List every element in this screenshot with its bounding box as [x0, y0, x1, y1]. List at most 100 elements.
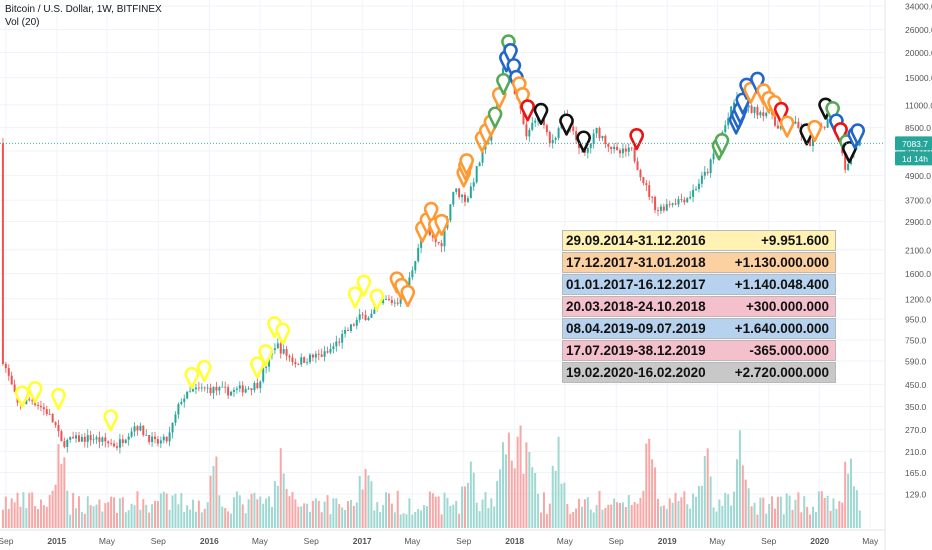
candle-body — [548, 131, 551, 144]
candle-body — [750, 105, 753, 113]
volume-bar — [113, 497, 116, 528]
legend-value: -365.000.000 — [749, 343, 829, 358]
volume-bar — [227, 511, 230, 528]
marker-red-icon — [520, 99, 535, 122]
candle-body — [823, 126, 826, 128]
candle-body — [308, 354, 311, 363]
volume-bar — [592, 512, 595, 528]
volume-bar — [54, 484, 57, 528]
candle-body — [765, 112, 768, 117]
volume-bar — [265, 498, 268, 528]
volume-bar — [817, 491, 820, 528]
price-tick-label: 11000.0 — [905, 100, 932, 110]
marker-green-icon — [825, 101, 840, 124]
candle-body — [408, 277, 411, 286]
candle-body — [89, 435, 92, 441]
volume-bar — [118, 498, 121, 528]
volume-bar — [820, 491, 823, 528]
volume-bar — [469, 461, 472, 528]
marker-red-icon — [773, 101, 789, 125]
period-legend-table: 29.09.2014-31.12.2016 +9.951.600 17.12.201… — [562, 230, 836, 384]
candle-body — [651, 196, 654, 198]
volume-bar — [148, 512, 151, 528]
volume-bar — [39, 499, 42, 528]
candle-body — [613, 146, 616, 150]
volume-bar — [288, 496, 291, 528]
legend-period: 17.12.2017-31.01.2018 — [566, 255, 706, 270]
volume-bar — [513, 468, 516, 528]
volume-bar — [425, 506, 428, 528]
candle-body — [273, 348, 276, 351]
candle-body — [75, 435, 78, 439]
volume-bar — [335, 498, 338, 528]
marker-orange-icon — [459, 153, 474, 176]
candle-body — [393, 302, 396, 304]
candle-body — [458, 188, 461, 198]
volume-bar — [206, 502, 209, 528]
volume-bar — [256, 499, 259, 528]
candle-body — [373, 309, 376, 314]
candle-body — [107, 441, 110, 444]
volume-bar — [247, 499, 250, 528]
candle-body — [387, 299, 390, 301]
volume-bar — [171, 495, 174, 528]
candle-body — [826, 118, 829, 128]
candle-body — [92, 439, 95, 441]
candle-body — [303, 357, 306, 363]
candle-body — [209, 387, 212, 394]
candle-body — [203, 387, 206, 389]
volume-bar — [244, 513, 247, 528]
volume-bar — [92, 506, 95, 528]
volume-bar — [689, 508, 692, 528]
volume-bar — [490, 498, 493, 528]
time-tick-label: May — [404, 536, 421, 546]
volume-bar — [443, 492, 446, 528]
volume-bar — [347, 501, 350, 528]
volume-bar — [159, 493, 162, 528]
volume-bar — [145, 504, 148, 528]
candle-body — [253, 383, 256, 391]
candle-body — [171, 422, 174, 433]
candle-body — [355, 319, 358, 326]
volume-bar — [300, 506, 303, 528]
candle-body — [557, 128, 560, 139]
volume-bar — [104, 503, 107, 528]
volume-bar — [294, 499, 297, 528]
candle-body — [797, 121, 800, 129]
volume-bar — [809, 514, 812, 528]
candle-body — [232, 389, 235, 392]
candle-body — [95, 437, 98, 440]
marker-yellow-icon — [103, 409, 118, 432]
volume-bar — [733, 491, 736, 528]
volume-bar — [273, 481, 276, 528]
price-tick-label: 750.0 — [905, 335, 927, 345]
volume-bar — [98, 499, 101, 528]
volume-bar — [671, 502, 674, 528]
legend-period: 29.09.2014-31.12.2016 — [566, 233, 706, 248]
candle-body — [314, 353, 317, 358]
candle-body — [367, 317, 370, 321]
candle-body — [595, 127, 598, 134]
candle-body — [153, 436, 156, 440]
candle-body — [706, 171, 709, 174]
candle-body — [592, 133, 595, 144]
volume-bar — [63, 457, 66, 528]
volume-bar — [270, 506, 273, 528]
volume-bar — [320, 512, 323, 528]
volume-bar — [224, 508, 227, 528]
volume-bar — [858, 510, 861, 528]
volume-bar — [121, 497, 124, 528]
candle-body — [297, 364, 300, 365]
volume-bar — [563, 482, 566, 528]
marker-orange-icon — [512, 76, 527, 99]
volume-bar — [110, 496, 113, 528]
volume-bar — [306, 503, 309, 528]
marker-orange-icon — [807, 119, 822, 143]
volume-bar — [165, 493, 168, 528]
candle-body — [80, 436, 83, 442]
volume-bar — [753, 502, 756, 528]
marker-blue-icon — [503, 43, 518, 66]
volume-bar — [80, 512, 83, 528]
marker-black-icon — [576, 130, 591, 153]
marker-green-icon — [487, 106, 503, 129]
